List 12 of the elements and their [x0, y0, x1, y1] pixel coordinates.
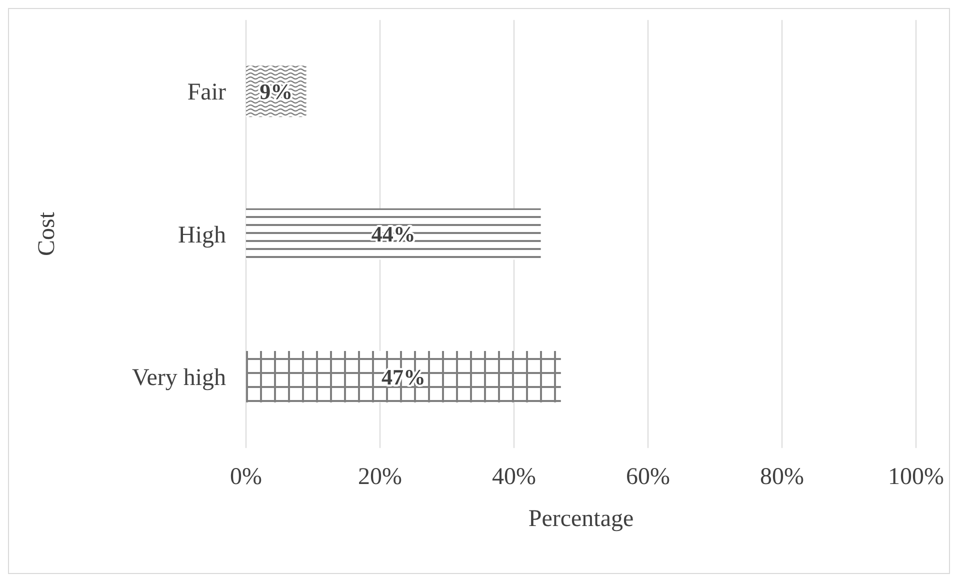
x-tick-label: 100% — [888, 464, 944, 490]
y-tick-label: High — [178, 222, 226, 248]
x-tick-label: 20% — [358, 464, 402, 490]
x-tick-label: 80% — [760, 464, 804, 490]
y-tick-label: Very high — [132, 365, 226, 392]
x-axis-title: Percentage — [528, 506, 634, 532]
x-tick-label: 0% — [230, 464, 262, 490]
x-tick-label: 40% — [492, 464, 536, 490]
x-tick-label: 60% — [626, 464, 670, 490]
y-axis-title: Cost — [34, 212, 60, 256]
bar — [246, 208, 541, 260]
y-tick-label: Fair — [187, 80, 226, 106]
